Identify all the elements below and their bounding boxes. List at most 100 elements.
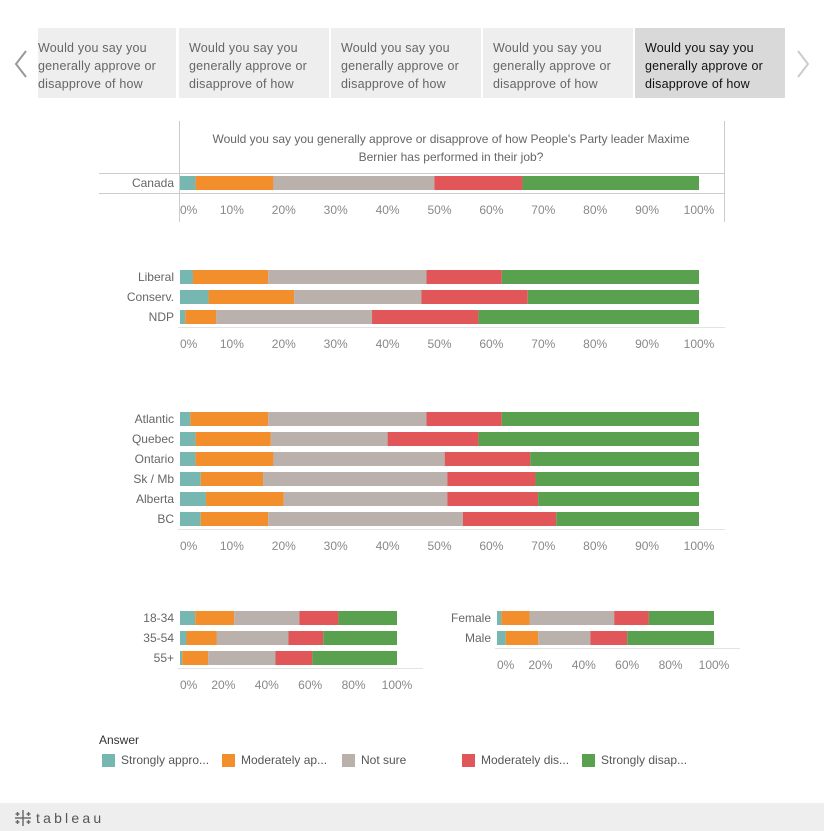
- story-tab[interactable]: Would you say you generally approve or d…: [331, 28, 481, 98]
- legend-item[interactable]: Not sure: [342, 752, 406, 768]
- bar-segment[interactable]: [421, 290, 528, 304]
- legend-swatch: [222, 753, 235, 767]
- category-label: BC: [157, 512, 174, 526]
- bar-segment[interactable]: [180, 472, 201, 486]
- story-tab-label: Would you say you generally approve or d…: [189, 41, 307, 91]
- bar-segment[interactable]: [180, 651, 183, 665]
- x-tick-label: 60%: [298, 678, 322, 692]
- bar-segment[interactable]: [180, 492, 206, 506]
- bar-segment[interactable]: [268, 412, 427, 426]
- bar-segment[interactable]: [283, 492, 448, 506]
- bar-segment[interactable]: [538, 631, 591, 645]
- bar-segment[interactable]: [192, 270, 269, 284]
- bar-segment[interactable]: [216, 310, 373, 324]
- bar-segment[interactable]: [270, 432, 388, 446]
- stacked-bar-chart-1: Canada 0% 10% 20% 30% 40% 50% 60% 70% 80% 90% 100%: [132, 176, 715, 217]
- bar-segment[interactable]: [182, 651, 209, 665]
- bar-segment[interactable]: [234, 611, 300, 625]
- bar-segment[interactable]: [497, 631, 506, 645]
- bar-segment[interactable]: [185, 310, 217, 324]
- bar-segment[interactable]: [180, 412, 191, 426]
- bar-segment[interactable]: [529, 611, 615, 625]
- bar-segment[interactable]: [180, 512, 201, 526]
- bar-segment[interactable]: [195, 432, 271, 446]
- bar-segment[interactable]: [208, 290, 295, 304]
- bar-segment[interactable]: [180, 290, 209, 304]
- bar-segment[interactable]: [478, 310, 699, 324]
- bar-segment[interactable]: [180, 310, 186, 324]
- story-tab-active[interactable]: Would you say you generally approve or d…: [635, 28, 785, 98]
- bar-segment[interactable]: [530, 452, 700, 466]
- bar-segment[interactable]: [426, 270, 502, 284]
- bar-segment[interactable]: [323, 631, 397, 645]
- bar-segment[interactable]: [614, 611, 649, 625]
- bar-segment[interactable]: [535, 472, 700, 486]
- bar-segment[interactable]: [522, 176, 699, 190]
- bar-segment[interactable]: [447, 492, 539, 506]
- x-tick-label: 80%: [583, 203, 607, 217]
- prev-tab-button[interactable]: [9, 46, 33, 82]
- bar-segment[interactable]: [195, 176, 274, 190]
- bar-segment[interactable]: [275, 651, 313, 665]
- category-label: Liberal: [138, 270, 174, 284]
- bar-segment[interactable]: [180, 176, 196, 190]
- legend-item[interactable]: Moderately dis...: [462, 752, 569, 768]
- bar-segment[interactable]: [312, 651, 397, 665]
- next-tab-button[interactable]: [791, 46, 815, 82]
- x-tick-label: 10%: [220, 203, 244, 217]
- bar-segment[interactable]: [180, 452, 196, 466]
- tableau-logo[interactable]: tableau: [14, 809, 104, 827]
- bar-segment[interactable]: [590, 631, 628, 645]
- bar-segment[interactable]: [556, 512, 699, 526]
- legend-item[interactable]: Moderately ap...: [222, 752, 327, 768]
- bar-segment[interactable]: [195, 452, 274, 466]
- story-tab-label: Would you say you generally approve or d…: [493, 41, 611, 91]
- bar-segment[interactable]: [434, 176, 523, 190]
- bar-segment[interactable]: [208, 651, 276, 665]
- story-tab[interactable]: Would you say you generally approve or d…: [179, 28, 329, 98]
- bar-segment[interactable]: [648, 611, 714, 625]
- category-label: Canada: [132, 176, 174, 190]
- bar-segment[interactable]: [478, 432, 699, 446]
- bar-segment[interactable]: [216, 631, 289, 645]
- bar-segment[interactable]: [273, 452, 445, 466]
- bar-segment[interactable]: [180, 611, 196, 625]
- story-tab[interactable]: Would you say you generally approve or d…: [38, 28, 176, 98]
- bar-segment[interactable]: [501, 412, 699, 426]
- bar-segment[interactable]: [501, 270, 699, 284]
- bar-segment[interactable]: [447, 472, 536, 486]
- bar-segment[interactable]: [501, 611, 530, 625]
- bar-segment[interactable]: [200, 472, 264, 486]
- bar-segment[interactable]: [294, 290, 422, 304]
- bar-segment[interactable]: [505, 631, 539, 645]
- bar-segment[interactable]: [180, 270, 193, 284]
- bar-segment[interactable]: [387, 432, 479, 446]
- bar-segment[interactable]: [627, 631, 714, 645]
- bar-segment[interactable]: [268, 512, 463, 526]
- bar-segment[interactable]: [205, 492, 284, 506]
- bar-segment[interactable]: [444, 452, 531, 466]
- bar-segment[interactable]: [268, 270, 427, 284]
- bar-segment[interactable]: [180, 432, 196, 446]
- bar-segment[interactable]: [497, 611, 502, 625]
- bar-segment[interactable]: [186, 631, 217, 645]
- legend-item[interactable]: Strongly disap...: [582, 752, 687, 768]
- bar-segment[interactable]: [299, 611, 339, 625]
- bar-segment[interactable]: [195, 611, 235, 625]
- bar-segment[interactable]: [288, 631, 324, 645]
- bar-segment[interactable]: [338, 611, 397, 625]
- x-tick-label: 0%: [180, 678, 198, 692]
- bar-segment[interactable]: [180, 631, 187, 645]
- legend-item[interactable]: Strongly appro...: [102, 752, 209, 768]
- bar-segment[interactable]: [200, 512, 269, 526]
- bar-segment[interactable]: [527, 290, 699, 304]
- story-tab[interactable]: Would you say you generally approve or d…: [483, 28, 633, 98]
- x-tick-label: 80%: [342, 678, 366, 692]
- bar-segment[interactable]: [372, 310, 479, 324]
- bar-segment[interactable]: [273, 176, 435, 190]
- bar-segment[interactable]: [462, 512, 557, 526]
- bar-segment[interactable]: [426, 412, 502, 426]
- bar-segment[interactable]: [538, 492, 699, 506]
- bar-segment[interactable]: [263, 472, 448, 486]
- bar-segment[interactable]: [190, 412, 269, 426]
